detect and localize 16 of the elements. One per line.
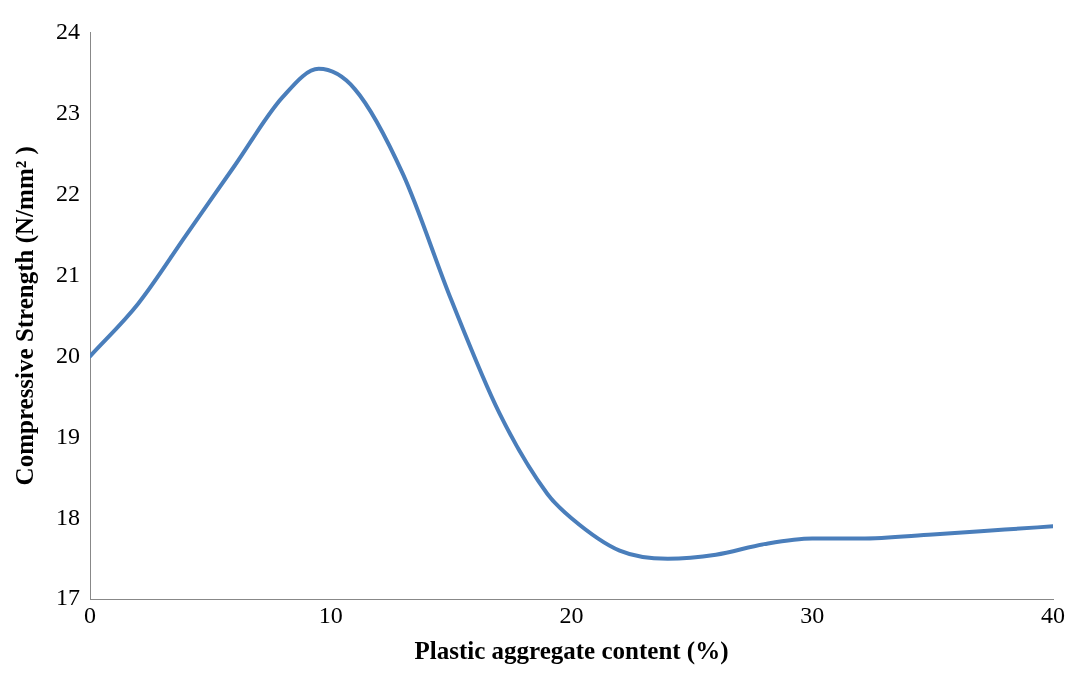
y-tick-label: 20 [56, 341, 80, 368]
y-tick-label: 21 [56, 260, 80, 287]
y-tick-label: 18 [56, 503, 80, 530]
x-tick-label: 10 [318, 601, 343, 628]
x-tick-label: 40 [1041, 601, 1065, 628]
line-series [90, 66, 1053, 561]
y-tick-label: 19 [56, 422, 80, 449]
y-axis-title: Compressive Strength (N/mm² ) [11, 146, 40, 486]
x-tick-label: 30 [800, 601, 825, 628]
x-axis-title: Plastic aggregate content (%) [414, 637, 729, 666]
x-tick-label: 20 [559, 601, 584, 628]
y-tick-label: 24 [56, 17, 80, 44]
y-tick-label: 17 [56, 584, 80, 611]
y-tick-label: 23 [56, 98, 80, 125]
y-tick-label: 22 [56, 179, 80, 206]
x-tick-label: 0 [84, 601, 96, 628]
